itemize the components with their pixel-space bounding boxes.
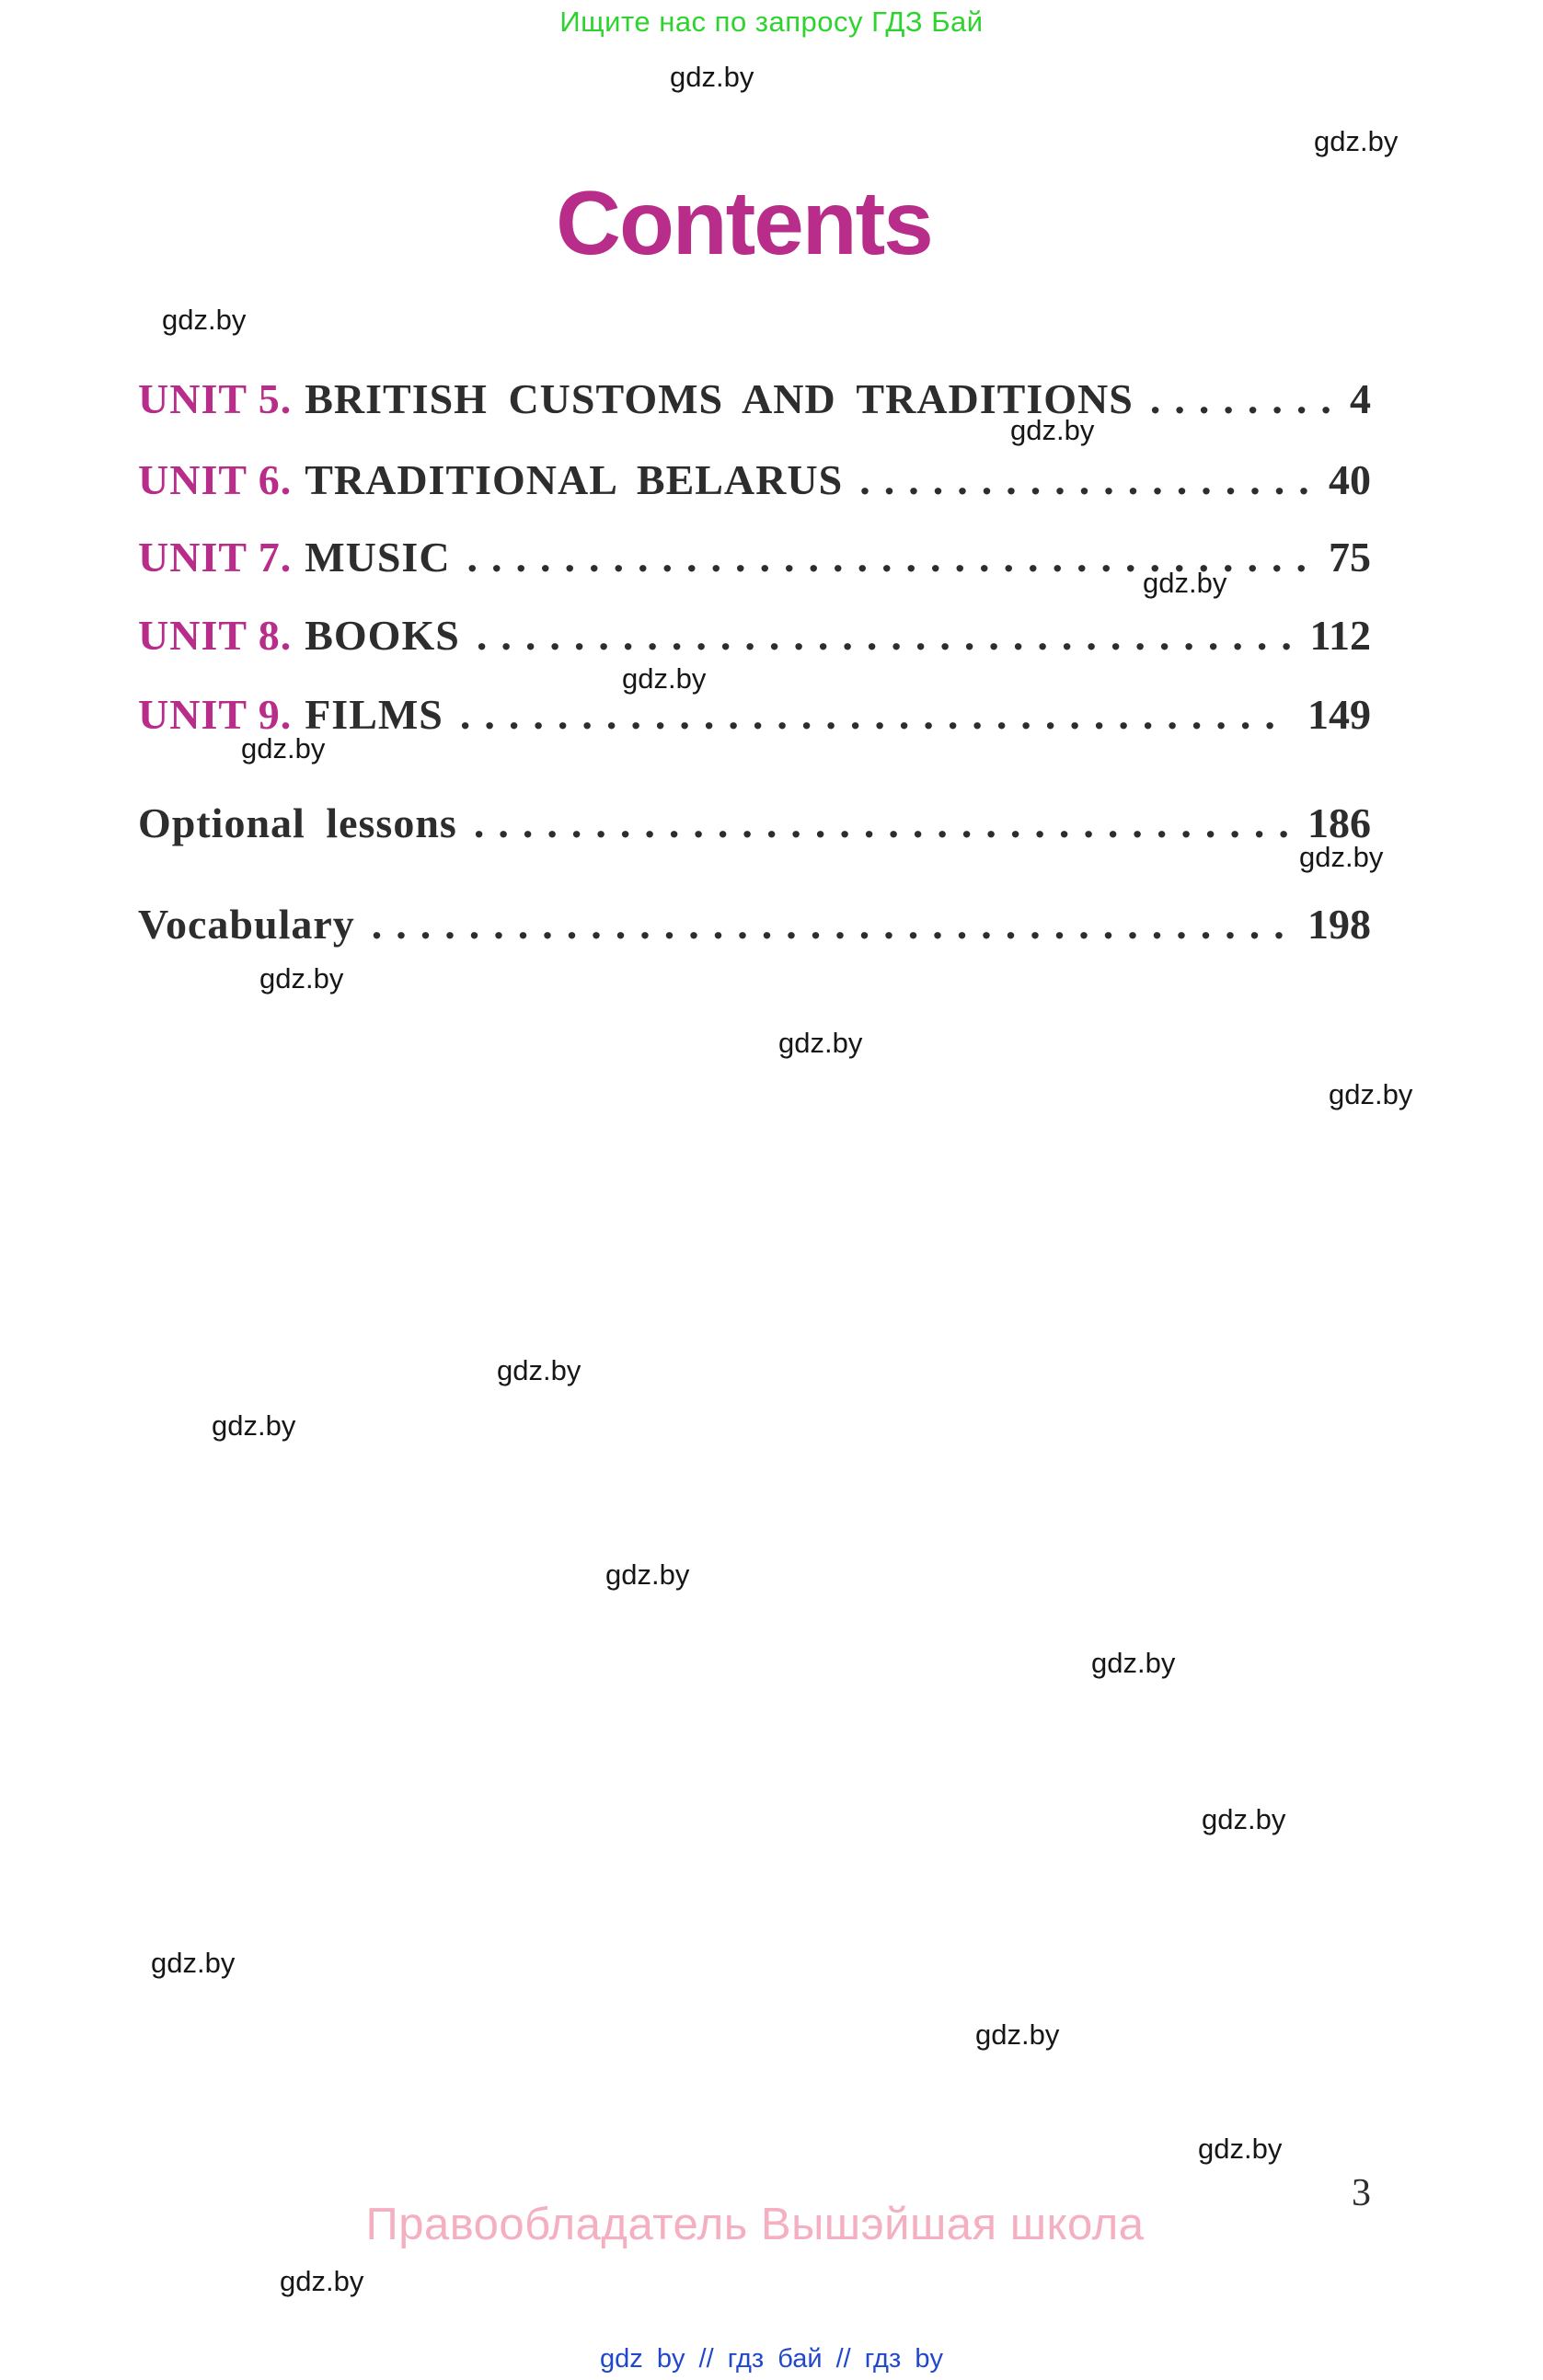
gdz-watermark: gdz.by	[259, 962, 344, 995]
page-ref: 186	[1307, 799, 1371, 846]
gdz-watermark: gdz.by	[1143, 567, 1227, 599]
page-ref: 112	[1309, 612, 1371, 659]
gdz-watermark: gdz.by	[1299, 841, 1384, 873]
gdz-watermark: gdz.by	[151, 1947, 236, 1979]
gdz-watermark: gdz.by	[605, 1558, 690, 1591]
gdz-watermark: gdz.by	[1314, 125, 1399, 157]
section-title: Optional lessons	[138, 799, 457, 846]
toc-row-vocabulary: Vocabulary .............................…	[138, 900, 1371, 949]
leader-dots: ........................................…	[473, 799, 1289, 846]
page-ref: 4	[1350, 375, 1371, 422]
leader-dots: ........................................…	[476, 612, 1292, 659]
unit-title: MUSIC	[305, 534, 451, 581]
gdz-watermark: gdz.by	[1202, 1803, 1286, 1835]
unit-label: UNIT 6.	[138, 456, 293, 503]
gdz-watermark: gdz.by	[162, 304, 247, 336]
page-ref: 149	[1307, 691, 1371, 738]
gdz-watermark: gdz.by	[497, 1354, 582, 1386]
gdz-watermark: gdz.by	[241, 732, 326, 765]
gdz-watermark: gdz.by	[622, 662, 707, 695]
unit-label: UNIT 8.	[138, 612, 293, 659]
toc-row-unit-8: UNIT 8. BOOKS ..........................…	[138, 611, 1371, 660]
page-ref: 40	[1329, 456, 1371, 503]
gdz-watermark: gdz.by	[670, 61, 754, 93]
leader-dots: ........................................…	[459, 691, 1289, 738]
unit-title: TRADITIONAL BELARUS	[305, 456, 844, 503]
toc-row-unit-6: UNIT 6. TRADITIONAL BELARUS ............…	[138, 455, 1371, 504]
unit-title: FILMS	[305, 691, 443, 738]
page-ref: 75	[1329, 534, 1371, 581]
unit-label: UNIT 5.	[138, 375, 293, 422]
copyright-text: Правообладатель Вышэйшая школа	[365, 2200, 1145, 2249]
leader-dots: ........................................…	[859, 456, 1310, 503]
page-title: Contents	[556, 172, 934, 273]
gdz-watermark: gdz.by	[1091, 1647, 1176, 1679]
gdz-watermark: gdz.by	[778, 1027, 863, 1059]
unit-label: UNIT 9.	[138, 691, 293, 738]
toc-row-unit-5: UNIT 5. BRITISH CUSTOMS AND TRADITIONS .…	[138, 374, 1371, 423]
page-number: 3	[1352, 2172, 1371, 2214]
gdz-watermark: gdz.by	[1198, 2133, 1283, 2165]
leader-dots: ........................................…	[371, 901, 1289, 948]
unit-title: BOOKS	[305, 612, 460, 659]
section-title: Vocabulary	[138, 901, 355, 948]
leader-dots: ........	[1149, 375, 1331, 422]
footer-links[interactable]: gdz by // гдз бай // гдз by	[600, 2344, 943, 2374]
gdz-watermark: gdz.by	[1010, 414, 1095, 446]
unit-label: UNIT 7.	[138, 534, 293, 581]
toc-row-unit-9: UNIT 9. FILMS ..........................…	[138, 690, 1371, 739]
gdz-watermark: gdz.by	[975, 2018, 1060, 2051]
gdz-watermark: gdz.by	[280, 2265, 364, 2297]
toc-row-optional-lessons: Optional lessons .......................…	[138, 799, 1371, 847]
page-ref: 198	[1307, 901, 1371, 948]
top-banner-text: Ищите нас по запросу ГДЗ Бай	[559, 6, 984, 38]
gdz-watermark: gdz.by	[1329, 1078, 1413, 1110]
gdz-watermark: gdz.by	[212, 1409, 296, 1442]
toc-row-unit-7: UNIT 7. MUSIC ..........................…	[138, 533, 1371, 581]
leader-dots: ........................................…	[466, 534, 1310, 581]
unit-title: BRITISH CUSTOMS AND TRADITIONS	[305, 375, 1134, 422]
